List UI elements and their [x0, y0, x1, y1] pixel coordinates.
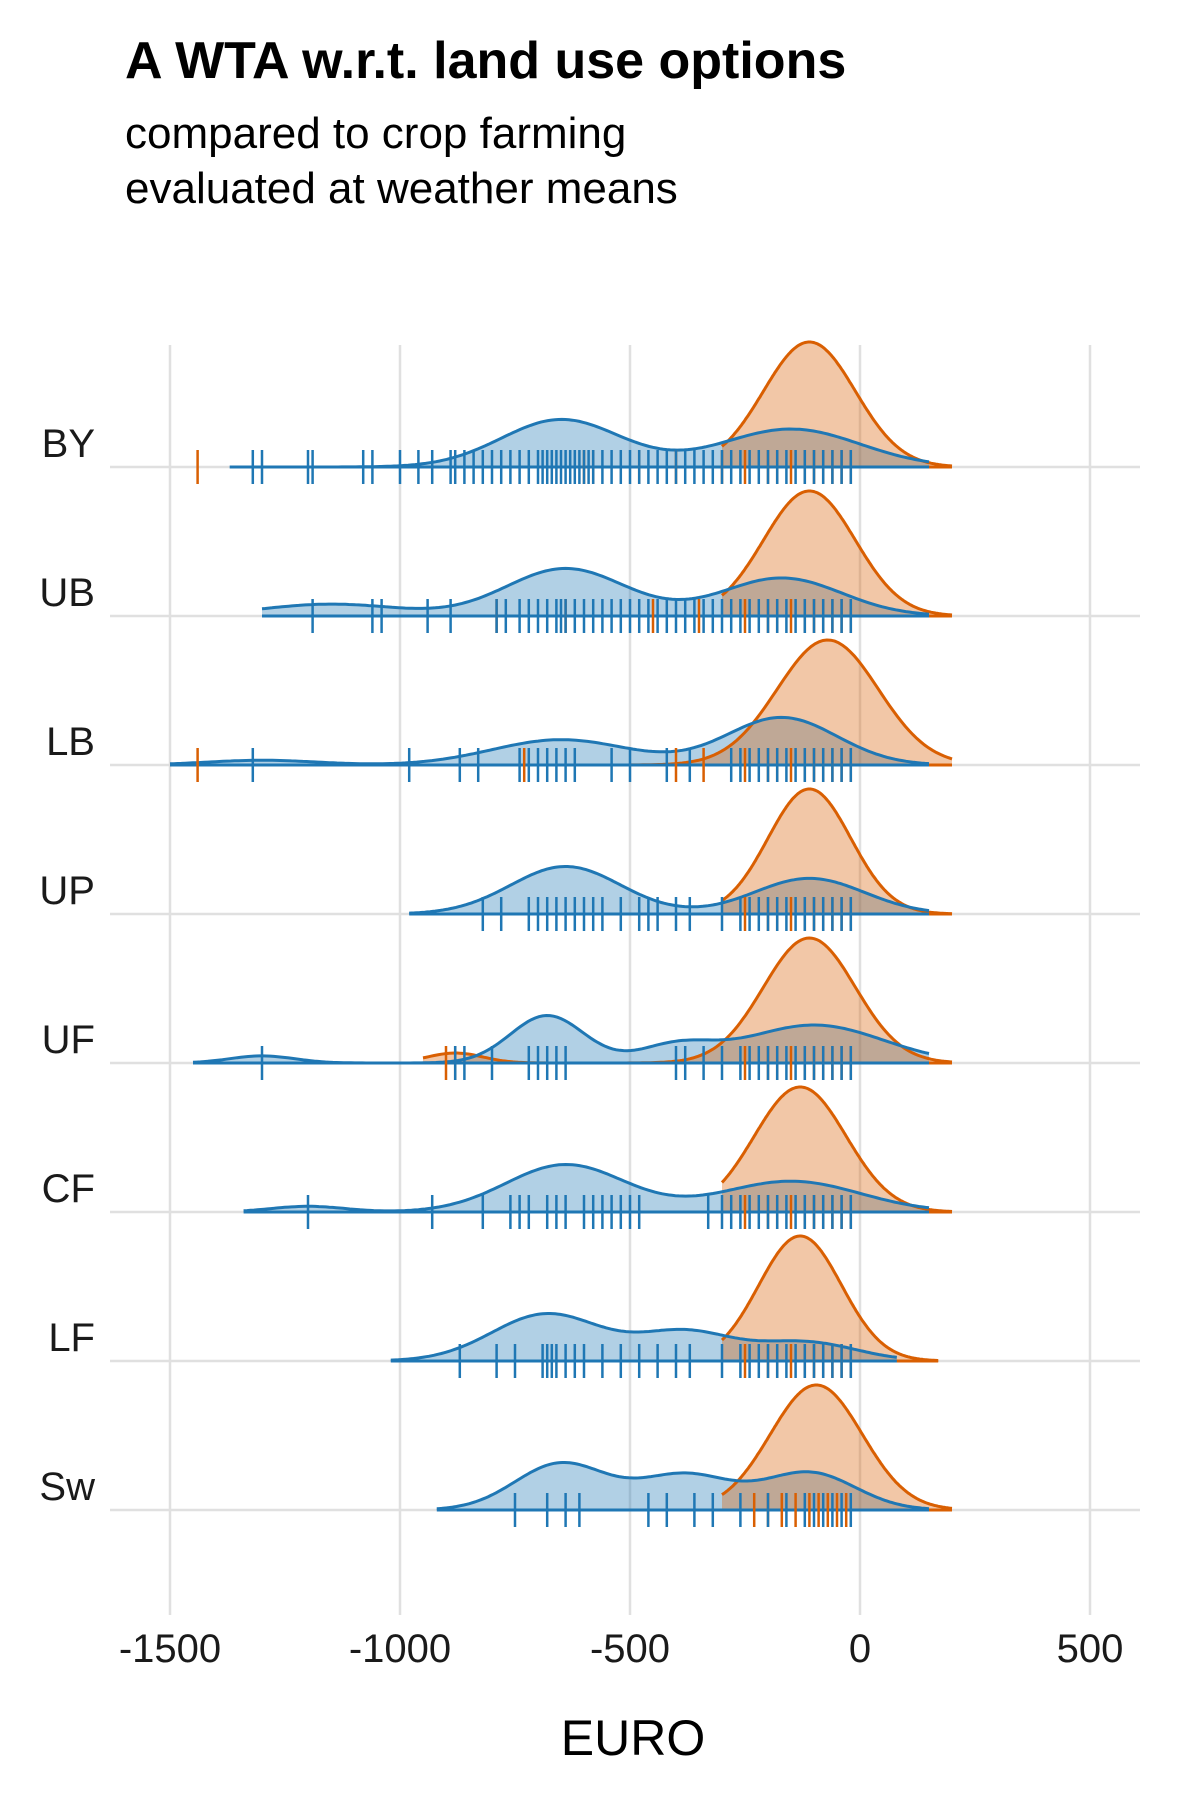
ridge-row: [390, 1234, 939, 1378]
orange-density-area: [170, 640, 952, 765]
orange-density-line: [720, 489, 953, 617]
y-category-label: LF: [48, 1316, 95, 1360]
label-layer: -1500 -1000 -500 0 500 BY UB LB UP UF CF LF Sw: [39, 422, 1123, 1671]
ridge-row: [192, 936, 953, 1080]
blue-density-line: [390, 1312, 898, 1362]
orange-density-area: [722, 1385, 952, 1510]
ridge-row: [169, 638, 953, 782]
y-category-label: BY: [42, 422, 95, 466]
orange-density-area: [722, 491, 952, 616]
y-category-label: UP: [39, 869, 95, 913]
x-axis-title: EURO: [561, 1710, 705, 1766]
orange-density-area: [423, 938, 952, 1063]
blue-density-line: [409, 865, 930, 915]
x-tick-label: -1000: [349, 1627, 451, 1671]
grid-layer: [110, 345, 1140, 1615]
y-category-label: UB: [39, 571, 95, 615]
orange-density-area: [722, 1236, 939, 1361]
blue-density-area: [229, 419, 930, 467]
x-tick-label: 0: [849, 1627, 871, 1671]
orange-density-area: [722, 342, 952, 467]
chart-subtitle-line-2: evaluated at weather means: [125, 164, 678, 213]
blue-density-area: [390, 1313, 897, 1361]
y-category-label: LB: [46, 720, 95, 764]
orange-density-area: [722, 1087, 952, 1212]
blue-density-line: [243, 1162, 930, 1213]
chart-subtitle-line-1: compared to crop farming: [125, 109, 626, 158]
orange-density-line: [720, 1234, 939, 1362]
blue-density-line: [169, 715, 930, 766]
orange-density-area: [722, 789, 952, 914]
ridge-row: [409, 787, 953, 931]
orange-density-line: [721, 1383, 953, 1510]
ridge-row: [436, 1383, 953, 1527]
y-category-label: CF: [42, 1167, 95, 1211]
y-category-label: UF: [42, 1018, 95, 1062]
x-tick-label: -1500: [119, 1627, 221, 1671]
x-tick-label: -500: [590, 1627, 670, 1671]
y-category-label: Sw: [39, 1465, 95, 1509]
ridge-row: [196, 340, 953, 484]
orange-density-line: [720, 340, 953, 468]
ridge-row: [243, 1085, 953, 1229]
x-tick-label: 500: [1057, 1627, 1124, 1671]
blue-density-line: [436, 1461, 930, 1511]
ridge-layer: [169, 340, 953, 1527]
chart-title: A WTA w.r.t. land use options: [125, 32, 846, 90]
ridge-row: [261, 489, 953, 633]
blue-density-line: [192, 1013, 930, 1065]
